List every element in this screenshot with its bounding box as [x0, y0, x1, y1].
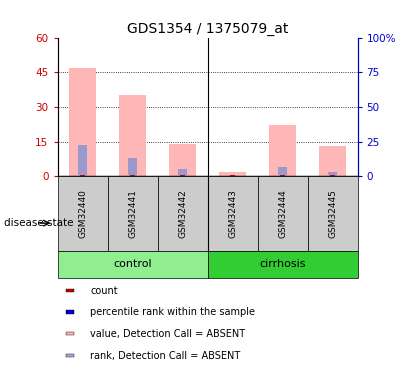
Bar	[66, 310, 74, 314]
Bar	[258, 176, 307, 251]
Bar	[69, 68, 96, 176]
Bar	[278, 167, 287, 176]
Bar	[157, 176, 208, 251]
Text: count: count	[90, 285, 118, 296]
Bar	[128, 158, 137, 176]
Bar	[219, 172, 246, 176]
Text: disease state: disease state	[4, 218, 74, 228]
Text: control: control	[113, 260, 152, 269]
Bar	[169, 144, 196, 176]
Text: GSM32444: GSM32444	[278, 189, 287, 238]
Title: GDS1354 / 1375079_at: GDS1354 / 1375079_at	[127, 22, 288, 36]
Text: GSM32445: GSM32445	[328, 189, 337, 238]
Text: rank, Detection Call = ABSENT: rank, Detection Call = ABSENT	[90, 351, 241, 360]
Bar	[66, 289, 74, 292]
Bar	[208, 176, 258, 251]
Bar	[78, 145, 87, 176]
Bar	[58, 176, 108, 251]
Bar	[269, 125, 296, 176]
Text: value, Detection Call = ABSENT: value, Detection Call = ABSENT	[90, 329, 245, 339]
Text: GSM32441: GSM32441	[128, 189, 137, 238]
Bar	[178, 170, 187, 176]
Bar	[108, 176, 157, 251]
Bar	[66, 332, 74, 335]
Text: GSM32442: GSM32442	[178, 189, 187, 238]
Bar	[66, 354, 74, 357]
Text: GSM32443: GSM32443	[228, 189, 237, 238]
Bar	[328, 172, 337, 176]
Bar	[58, 251, 208, 278]
Bar	[319, 146, 346, 176]
Text: cirrhosis: cirrhosis	[259, 260, 306, 269]
Bar	[208, 251, 358, 278]
Text: GSM32440: GSM32440	[78, 189, 87, 238]
Text: percentile rank within the sample: percentile rank within the sample	[90, 307, 255, 317]
Bar	[119, 95, 146, 176]
Bar	[228, 175, 237, 176]
Bar	[307, 176, 358, 251]
